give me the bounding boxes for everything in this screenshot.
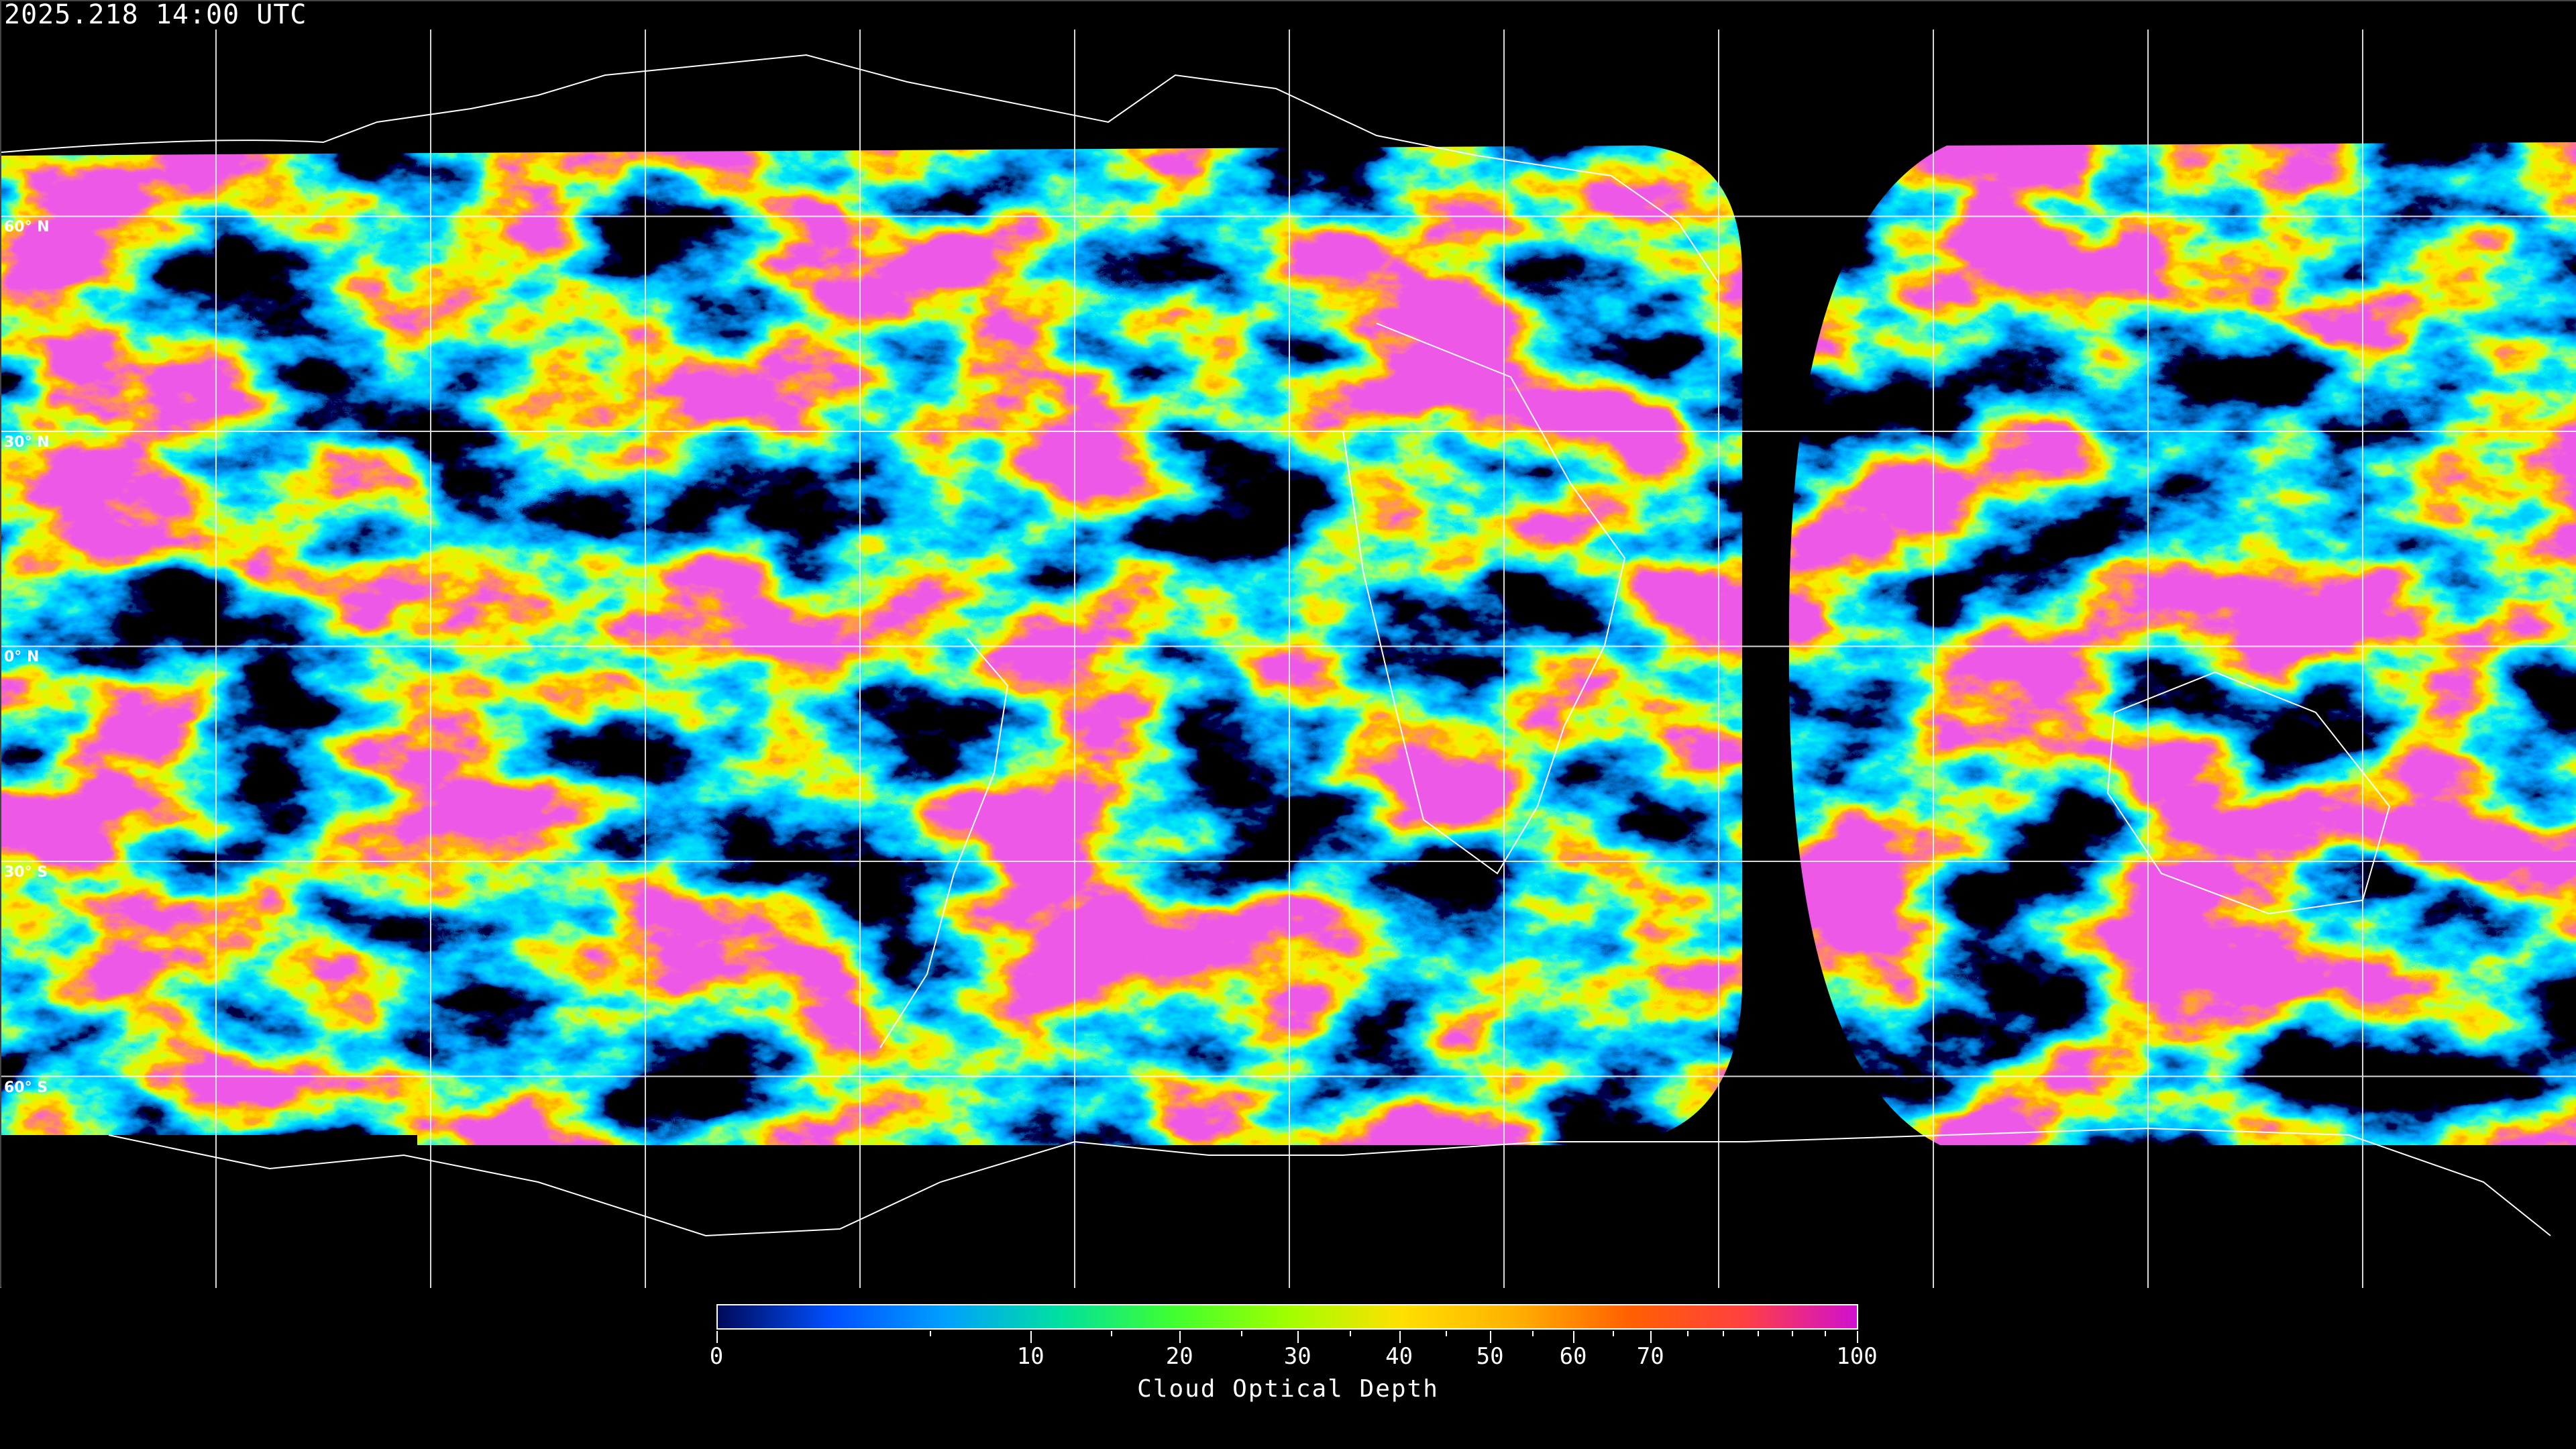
colorbar-minor-tick	[1350, 1331, 1352, 1336]
colorbar	[716, 1304, 1858, 1330]
colorbar-major-tick	[1650, 1331, 1652, 1343]
colorbar-tick-label: 40	[1385, 1343, 1413, 1370]
colorbar-minor-tick	[1241, 1331, 1243, 1336]
colorbar-minor-tick	[929, 1331, 931, 1336]
colorbar-minor-tick	[1612, 1331, 1614, 1336]
cloud-optical-depth-map	[0, 0, 2576, 1289]
colorbar-tick-label: 10	[1016, 1343, 1044, 1370]
colorbar-minor-tick	[1110, 1331, 1112, 1336]
colorbar-minor-tick	[1723, 1331, 1725, 1336]
colorbar-major-tick	[1179, 1331, 1181, 1343]
colorbar-tick-label: 50	[1476, 1343, 1504, 1370]
colorbar-tick-label: 0	[709, 1343, 724, 1370]
latitude-label-30n: 30° N	[4, 434, 50, 451]
colorbar-minor-tick	[1687, 1331, 1689, 1336]
timestamp: 2025.218 14:00 UTC	[4, 0, 307, 30]
colorbar-ticks: 0 10 20 30 40 50 60 70 100	[710, 1331, 1878, 1398]
colorbar-major-tick	[716, 1331, 718, 1343]
coastlines	[1, 54, 2551, 1237]
colorbar-minor-tick	[1791, 1331, 1793, 1336]
colorbar-minor-tick	[1824, 1331, 1826, 1336]
latitude-label-30s: 30° S	[4, 864, 48, 881]
colorbar-tick-label: 20	[1165, 1343, 1193, 1370]
colorbar-major-tick	[1857, 1331, 1858, 1343]
latitude-label-0: 0° N	[4, 649, 40, 665]
colorbar-minor-tick	[1532, 1331, 1534, 1336]
map-canvas	[1, 1, 2576, 1289]
colorbar-minor-tick	[1446, 1331, 1448, 1336]
latitude-label-60n: 60° N	[4, 219, 50, 235]
colorbar-minor-tick	[1758, 1331, 1760, 1336]
colorbar-tick-label: 100	[1836, 1343, 1878, 1370]
latitude-label-60s: 60° S	[4, 1079, 48, 1096]
colorbar-major-tick	[1399, 1331, 1401, 1343]
colorbar-major-tick	[1030, 1331, 1032, 1343]
colorbar-tick-label: 70	[1636, 1343, 1664, 1370]
colorbar-tick-label: 30	[1283, 1343, 1311, 1370]
colorbar-tick-label: 60	[1559, 1343, 1587, 1370]
colorbar-major-tick	[1297, 1331, 1299, 1343]
colorbar-major-tick	[1490, 1331, 1492, 1343]
colorbar-label: Cloud Optical Depth	[1137, 1375, 1439, 1403]
graticule	[1, 30, 2576, 1288]
colorbar-major-tick	[1573, 1331, 1575, 1343]
